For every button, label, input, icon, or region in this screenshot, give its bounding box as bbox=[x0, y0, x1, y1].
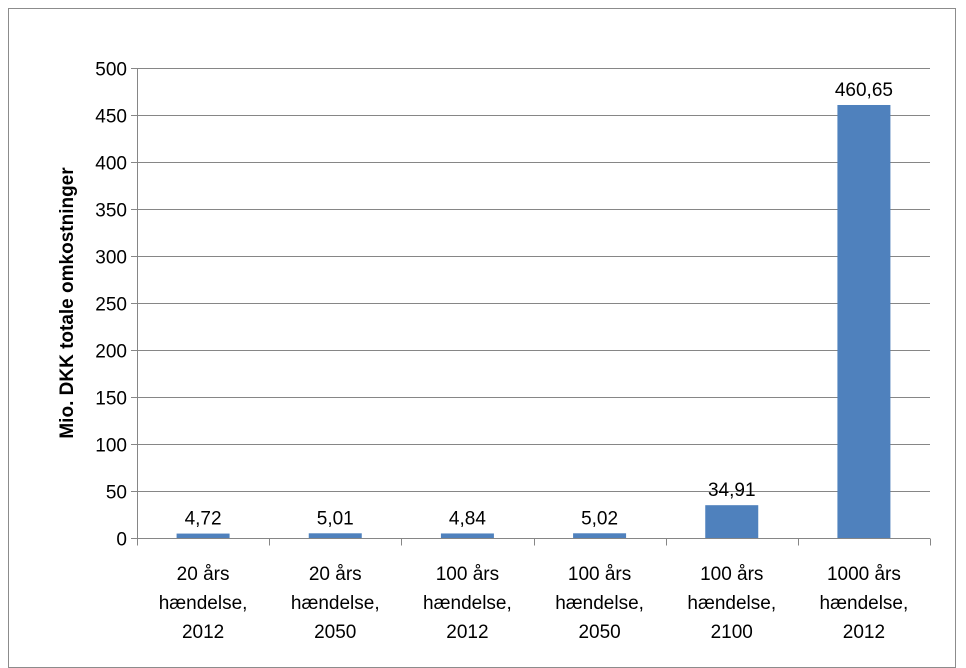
y-tick-label: 0 bbox=[116, 530, 127, 551]
bars bbox=[177, 105, 891, 538]
x-tick-label: 2012 bbox=[182, 622, 224, 643]
y-tick-label: 200 bbox=[95, 342, 127, 363]
x-tick-label: 2012 bbox=[446, 622, 488, 643]
y-tick-label: 450 bbox=[95, 107, 127, 128]
x-tick-label: 100 års bbox=[700, 564, 763, 585]
bar bbox=[837, 105, 890, 538]
x-tick-label: 2050 bbox=[578, 622, 620, 643]
x-tick-label: hændelse, bbox=[159, 593, 248, 614]
data-label: 5,01 bbox=[317, 508, 354, 529]
x-tick-label: 100 års bbox=[568, 564, 631, 585]
x-tick-label: 1000 års bbox=[827, 564, 901, 585]
y-axis-title: Mio. DKK totale omkostninger bbox=[57, 167, 78, 439]
x-tick-label: 20 års bbox=[177, 564, 230, 585]
x-tick-label: hændelse, bbox=[820, 593, 909, 614]
y-tick-label: 300 bbox=[95, 248, 127, 269]
data-labels: 4,72 5,01 4,84 5,02 34,91 460,65 bbox=[185, 80, 893, 530]
x-tick-label: 20 års bbox=[309, 564, 362, 585]
gridlines bbox=[137, 69, 930, 492]
x-tick-label: hændelse, bbox=[423, 593, 512, 614]
bar bbox=[573, 533, 626, 538]
bar bbox=[177, 534, 230, 538]
y-tick-label: 400 bbox=[95, 154, 127, 175]
data-label: 4,72 bbox=[185, 509, 222, 530]
data-label: 460,65 bbox=[835, 80, 893, 101]
bar bbox=[309, 533, 362, 538]
x-tick-labels: 20 års hændelse, 2012 20 års hændelse, 2050 10… bbox=[159, 564, 909, 643]
bar bbox=[441, 533, 494, 538]
x-tick-label: 100 års bbox=[436, 564, 499, 585]
y-tick-label: 350 bbox=[95, 201, 127, 222]
bar bbox=[705, 505, 758, 538]
y-tick-label: 50 bbox=[106, 483, 127, 504]
x-tick-label: hændelse, bbox=[555, 593, 644, 614]
x-tick-label: hændelse, bbox=[291, 593, 380, 614]
data-label: 4,84 bbox=[449, 508, 486, 529]
data-label: 34,91 bbox=[708, 480, 756, 501]
x-tick-label: hændelse, bbox=[687, 593, 776, 614]
x-tick-label: 2100 bbox=[711, 622, 753, 643]
y-tick-labels: 0 50 100 150 200 250 300 350 400 450 500 bbox=[95, 60, 127, 551]
axes bbox=[131, 68, 931, 546]
x-tick-label: 2050 bbox=[314, 622, 356, 643]
data-label: 5,02 bbox=[581, 508, 618, 529]
y-tick-label: 250 bbox=[95, 295, 127, 316]
y-tick-label: 500 bbox=[95, 60, 127, 81]
y-tick-label: 150 bbox=[95, 389, 127, 410]
x-tick-label: 2012 bbox=[843, 622, 885, 643]
y-tick-label: 100 bbox=[95, 436, 127, 457]
